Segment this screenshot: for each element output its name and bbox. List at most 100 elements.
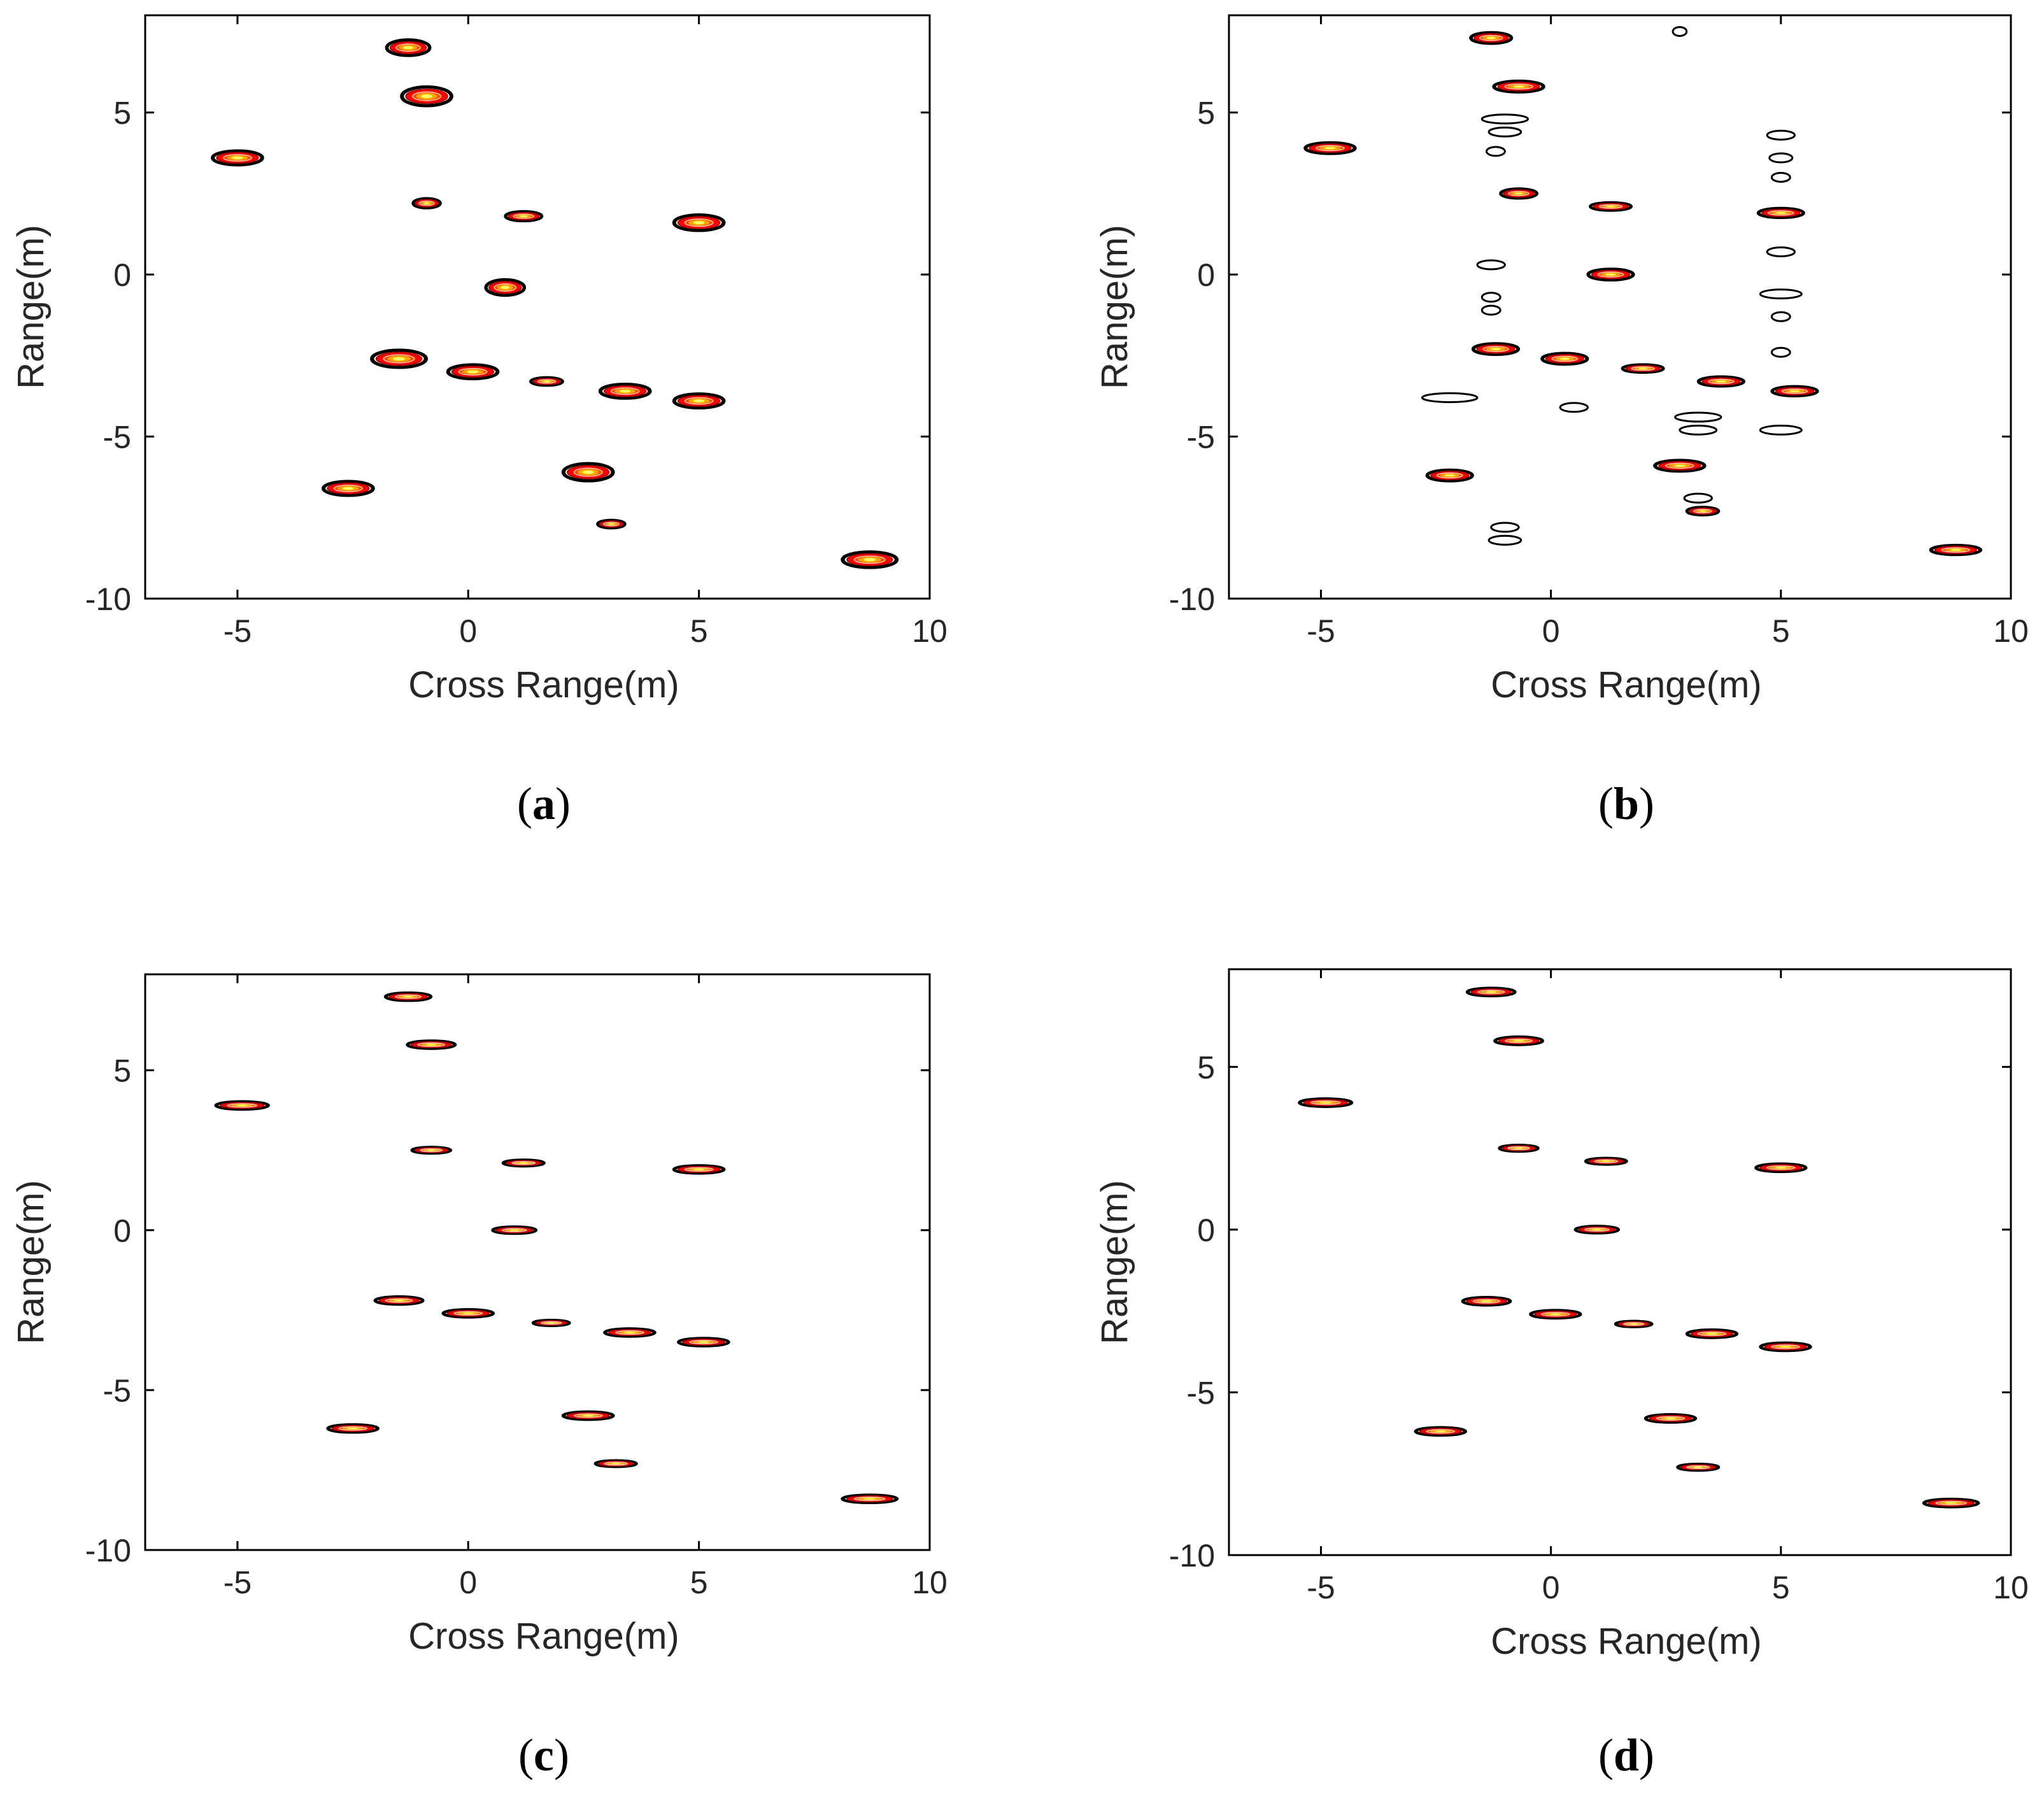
x-tick-label: 0 [459, 1565, 477, 1600]
y-tick-label: 0 [1197, 1212, 1215, 1248]
y-tick-label: -5 [103, 1373, 131, 1409]
noise-contour-b-14 [1421, 392, 1479, 403]
scatterer-b-11 [1770, 385, 1819, 397]
scatterer-a-6 [484, 278, 527, 297]
axes-frame [144, 14, 931, 600]
noise-contour-b-17 [1678, 424, 1718, 436]
scatterer-d-14 [1676, 1462, 1721, 1472]
scatterer-c-13 [561, 1410, 615, 1421]
y-axis-label: Range(m) [10, 1180, 52, 1344]
scatterer-d-2 [1493, 1035, 1545, 1046]
x-axis-label: Cross Range(m) [408, 664, 679, 706]
scatterer-b-12 [1425, 468, 1474, 483]
panel-d: -5 0 5 10 5 0 -5 -10 Cross Range(m) Range(m) (d) [1094, 968, 2029, 1781]
plot-area [211, 38, 899, 569]
plot-area [1298, 986, 1980, 1509]
scatterer-d-7 [1461, 1295, 1512, 1307]
scatterer-a-3 [411, 197, 442, 210]
panel-b: -5 0 5 10 5 0 -5 -10 Cross Range(m) Range(m) (b) [1094, 14, 2029, 829]
noise-contour-b-20 [1671, 25, 1688, 37]
scatterer-a-8 [446, 363, 500, 381]
scatterer-b-8 [1540, 352, 1589, 366]
scatterer-d-3 [1498, 1144, 1540, 1153]
y-tick-label: 0 [113, 257, 131, 293]
y-tick-label: -10 [85, 581, 131, 617]
x-tick-label: 0 [1542, 1570, 1560, 1605]
scatterer-d-4 [1584, 1156, 1628, 1166]
scatterer-a-14 [596, 518, 627, 530]
scatterer-a-13 [561, 462, 615, 483]
plot-area [1303, 25, 1983, 557]
y-axis-label: Range(m) [10, 225, 52, 389]
scatterer-b-3 [1499, 187, 1538, 200]
scatterer-a-11 [672, 392, 726, 410]
y-tick-label: 5 [113, 1053, 131, 1089]
y-tick-label: 0 [113, 1213, 131, 1249]
y-tick-label: -10 [1169, 1538, 1215, 1574]
scatterer-c-0 [214, 1100, 270, 1111]
noise-contour-b-19 [1487, 534, 1522, 546]
scatterer-c-3 [410, 1146, 453, 1155]
y-tick-label: 5 [1197, 1049, 1215, 1085]
scatterer-d-9 [1614, 1319, 1654, 1328]
scatterer-a-15 [841, 550, 899, 569]
scatterer-b-5 [1756, 206, 1805, 220]
x-tick-label: 5 [1772, 613, 1790, 649]
axes-frame [1228, 14, 2012, 600]
x-tick-label: -5 [1307, 1570, 1335, 1605]
scatterer-d-8 [1529, 1309, 1582, 1320]
x-axis-label: Cross Range(m) [408, 1616, 679, 1657]
noise-contour-b-9 [1770, 346, 1791, 358]
scatterer-a-12 [322, 480, 375, 497]
scatterer-b-13 [1653, 459, 1707, 473]
scatterer-c-8 [441, 1308, 495, 1319]
x-tick-label: 10 [1993, 613, 2029, 649]
scatterer-c-9 [531, 1318, 571, 1327]
scatterer-d-12 [1414, 1426, 1468, 1437]
plot-area [214, 991, 899, 1504]
x-tick-label: -5 [224, 613, 252, 649]
noise-contour-b-13 [1480, 304, 1501, 316]
scatterer-b-4 [1589, 201, 1633, 212]
scatterer-d-0 [1298, 1097, 1354, 1108]
axes-frame [1228, 968, 2012, 1556]
scatterer-d-11 [1759, 1341, 1812, 1353]
x-tick-label: 10 [1993, 1570, 2029, 1605]
noise-contour-b-5 [1770, 171, 1791, 183]
noise-contour-b-1 [1487, 126, 1522, 138]
scatterer-a-10 [598, 382, 652, 400]
scatterer-d-13 [1643, 1412, 1698, 1424]
scatterer-c-6 [491, 1225, 538, 1235]
noise-contour-b-12 [1480, 292, 1501, 303]
y-tick-label: -5 [1187, 1375, 1215, 1411]
y-tick-label: 5 [1197, 96, 1215, 131]
scatterer-c-10 [603, 1327, 656, 1338]
noise-contour-b-2 [1486, 146, 1506, 157]
scatterer-c-7 [373, 1295, 425, 1306]
scatterer-b-1 [1469, 31, 1514, 45]
scatterer-b-15 [1929, 544, 1983, 557]
scatterer-c-15 [841, 1493, 899, 1504]
scatterer-d-5 [1754, 1162, 1808, 1174]
scatterer-b-6 [1586, 267, 1635, 282]
noise-contour-b-21 [1683, 492, 1713, 504]
scatterer-b-2 [1492, 80, 1545, 94]
noise-contour-b-8 [1770, 311, 1791, 322]
scatterer-c-2 [406, 1039, 457, 1050]
noise-contour-b-3 [1766, 129, 1796, 141]
scatterer-b-9 [1621, 363, 1665, 374]
x-tick-label: -5 [1307, 613, 1335, 649]
scatterer-a-7 [370, 348, 429, 369]
panel-caption: (a) [517, 778, 571, 829]
x-axis-label: Cross Range(m) [1491, 1621, 1761, 1662]
x-tick-label: 10 [912, 1565, 947, 1600]
y-tick-label: -5 [103, 420, 131, 455]
y-tick-label: 5 [113, 96, 131, 131]
x-tick-label: 5 [690, 1565, 708, 1600]
scatterer-c-4 [501, 1158, 546, 1168]
scatterer-c-14 [593, 1459, 638, 1468]
noise-contour-b-0 [1480, 113, 1529, 125]
scatterer-c-11 [677, 1337, 730, 1347]
scatterer-c-1 [383, 991, 433, 1002]
